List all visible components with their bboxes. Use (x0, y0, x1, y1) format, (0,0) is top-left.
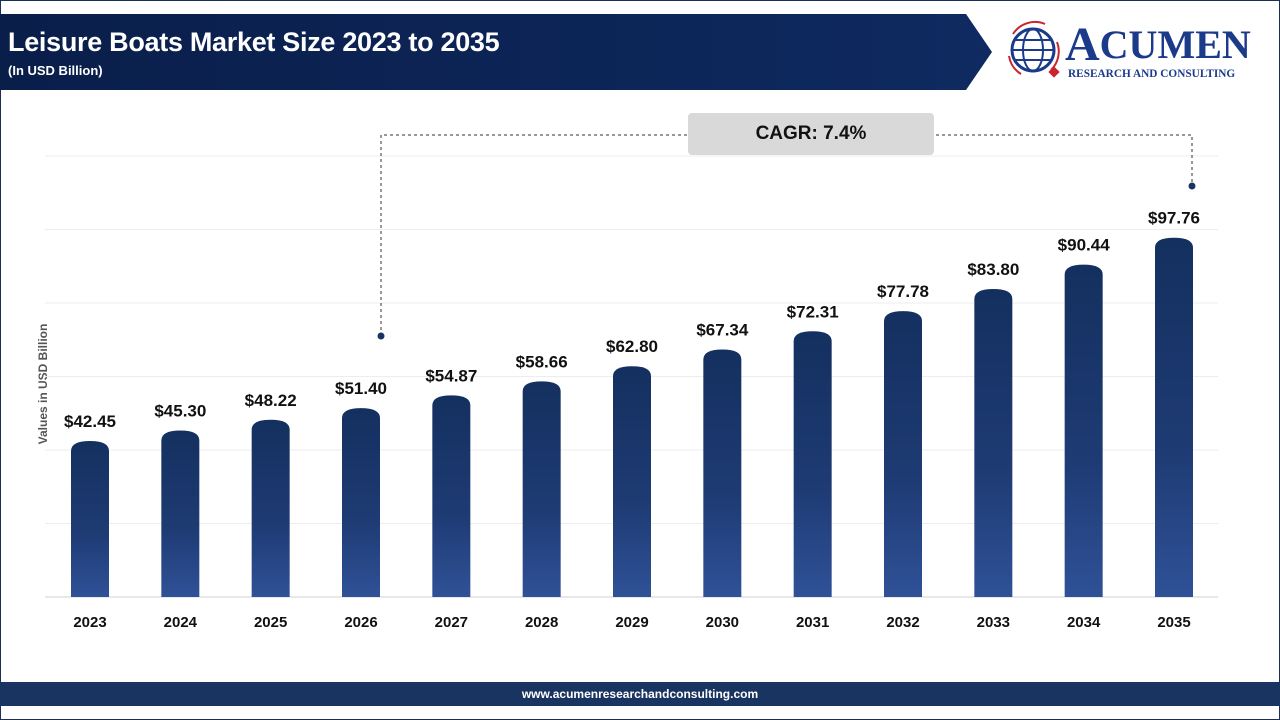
x-tick-label: 2032 (886, 614, 919, 631)
x-tick-label: 2033 (977, 614, 1010, 631)
x-tick-label: 2028 (525, 614, 558, 631)
logo-tagline: RESEARCH AND CONSULTING (1068, 68, 1236, 80)
data-label-2035: $97.76 (1148, 209, 1200, 228)
bar-2023 (71, 440, 109, 597)
data-label-2028: $58.66 (516, 352, 568, 371)
bar-2032 (884, 311, 922, 597)
data-label-2026: $51.40 (335, 379, 387, 398)
data-label-2032: $77.78 (877, 282, 929, 301)
title-banner (0, 14, 992, 90)
x-tick-label: 2031 (796, 614, 829, 631)
acumen-logo: ACUMEN RESEARCH AND CONSULTING (1005, 20, 1265, 84)
bar-2031 (793, 331, 832, 597)
data-label-2034: $90.44 (1058, 236, 1111, 255)
bar-2025 (251, 419, 290, 597)
data-label-2024: $45.30 (154, 402, 206, 421)
x-tick-label: 2030 (706, 614, 739, 631)
cagr-badge: CAGR: 7.4% (688, 113, 934, 155)
logo-wordmark: ACUMEN (1065, 18, 1251, 71)
bar-2028 (522, 381, 561, 597)
cagr-end-dot (1188, 182, 1196, 190)
data-label-2029: $62.80 (606, 337, 658, 356)
x-tick-label: 2024 (164, 614, 198, 631)
data-label-2030: $67.34 (696, 321, 749, 340)
chart-subtitle: (In USD Billion) (8, 63, 103, 78)
bar-2024 (161, 430, 200, 597)
data-label-2033: $83.80 (967, 260, 1019, 279)
x-tick-label: 2023 (73, 614, 106, 631)
x-tick-label: 2035 (1157, 614, 1190, 631)
globe-icon (1008, 21, 1060, 78)
logo-word: CUMEN (1099, 22, 1251, 67)
logo-initial: A (1065, 18, 1100, 71)
chart-title: Leisure Boats Market Size 2023 to 2035 (8, 27, 500, 57)
footer-url: www.acumenresearchandconsulting.com (0, 682, 1280, 706)
x-tick-label: 2027 (435, 614, 468, 631)
bar-2026 (342, 408, 380, 597)
bar-2027 (432, 395, 471, 597)
bar-2029 (613, 366, 651, 597)
x-tick-label: 2034 (1067, 614, 1101, 631)
data-label-2025: $48.22 (245, 391, 297, 410)
data-label-2023: $42.45 (64, 412, 116, 431)
x-tick-label: 2029 (615, 614, 648, 631)
bar-2033 (974, 289, 1013, 597)
bar-2030 (703, 349, 742, 597)
x-tick-label: 2026 (344, 614, 377, 631)
bar-2034 (1064, 264, 1103, 597)
bar-2035 (1155, 237, 1193, 597)
cagr-start-dot (377, 332, 385, 340)
data-label-2027: $54.87 (425, 366, 477, 385)
x-tick-label: 2025 (254, 614, 287, 631)
data-label-2031: $72.31 (787, 302, 839, 321)
